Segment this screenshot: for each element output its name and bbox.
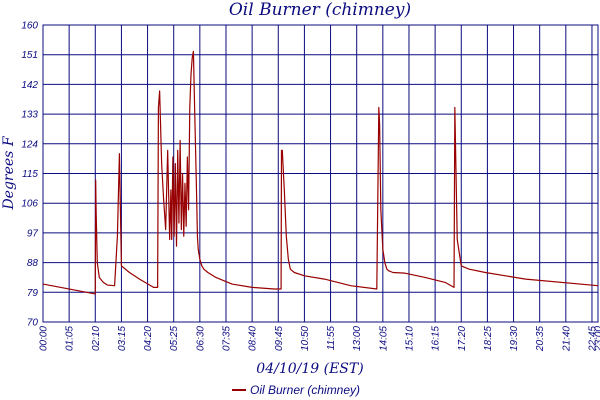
x-tick-label: 00:00 (39, 326, 50, 351)
y-tick-label: 133 (21, 110, 38, 121)
legend: Oil Burner (chimney) (232, 383, 360, 397)
x-tick-label: 10:50 (300, 326, 311, 351)
plot-frame (42, 24, 599, 323)
y-tick-label: 88 (27, 258, 39, 269)
x-tick-label: 04:20 (143, 326, 154, 351)
x-tick-label: 08:40 (248, 326, 259, 351)
x-tick-label: 18:25 (483, 326, 494, 351)
y-tick-label: 142 (21, 80, 38, 91)
x-tick-label: 02:10 (91, 326, 102, 351)
x-tick-label: 03:15 (117, 326, 128, 351)
y-tick-label: 151 (21, 50, 38, 61)
x-tick-label: 05:25 (169, 326, 180, 351)
series-line (42, 50, 599, 295)
x-tick-label: 21:40 (561, 326, 572, 352)
x-tick-label: 11:55 (326, 326, 337, 351)
x-axis-ticks: 00:00 01:05 02:10 03:15 04:20 05:25 06:30 07:35… (39, 326, 600, 352)
y-tick-label: 115 (22, 169, 38, 180)
x-tick-label: 01:05 (65, 326, 76, 351)
x-tick-label: 19:30 (509, 326, 520, 351)
x-tick-label: 15:10 (404, 326, 415, 351)
x-tick-label: 14:05 (378, 326, 389, 351)
y-tick-label: 160 (21, 21, 38, 32)
x-tick-label: 09:45 (274, 326, 285, 351)
x-tick-label: 23:00 (594, 326, 600, 352)
legend-label: Oil Burner (chimney) (250, 383, 360, 397)
y-tick-label: 97 (27, 228, 39, 239)
x-tick-label: 22:45 (587, 326, 598, 352)
x-tick-label: 17:20 (457, 326, 468, 351)
chart-title: Oil Burner (chimney) (229, 0, 411, 20)
y-axis-ticks: 70 79 88 97 106 115 124 133 142 151 160 (21, 21, 38, 329)
y-tick-label: 106 (21, 199, 38, 210)
y-tick-label: 70 (27, 318, 39, 329)
x-tick-label: 16:15 (431, 326, 442, 351)
y-axis-label: Degrees F (1, 135, 17, 210)
x-tick-label: 20:35 (535, 326, 546, 352)
x-tick-label: 13:00 (352, 326, 363, 351)
x-axis-label: 04/10/19 (EST) (256, 361, 363, 377)
x-tick-label: 06:30 (195, 326, 206, 351)
y-tick-label: 124 (21, 139, 38, 150)
x-tick-label: 07:35 (221, 326, 232, 351)
series-lines (42, 50, 599, 295)
y-tick-label: 79 (27, 288, 39, 299)
